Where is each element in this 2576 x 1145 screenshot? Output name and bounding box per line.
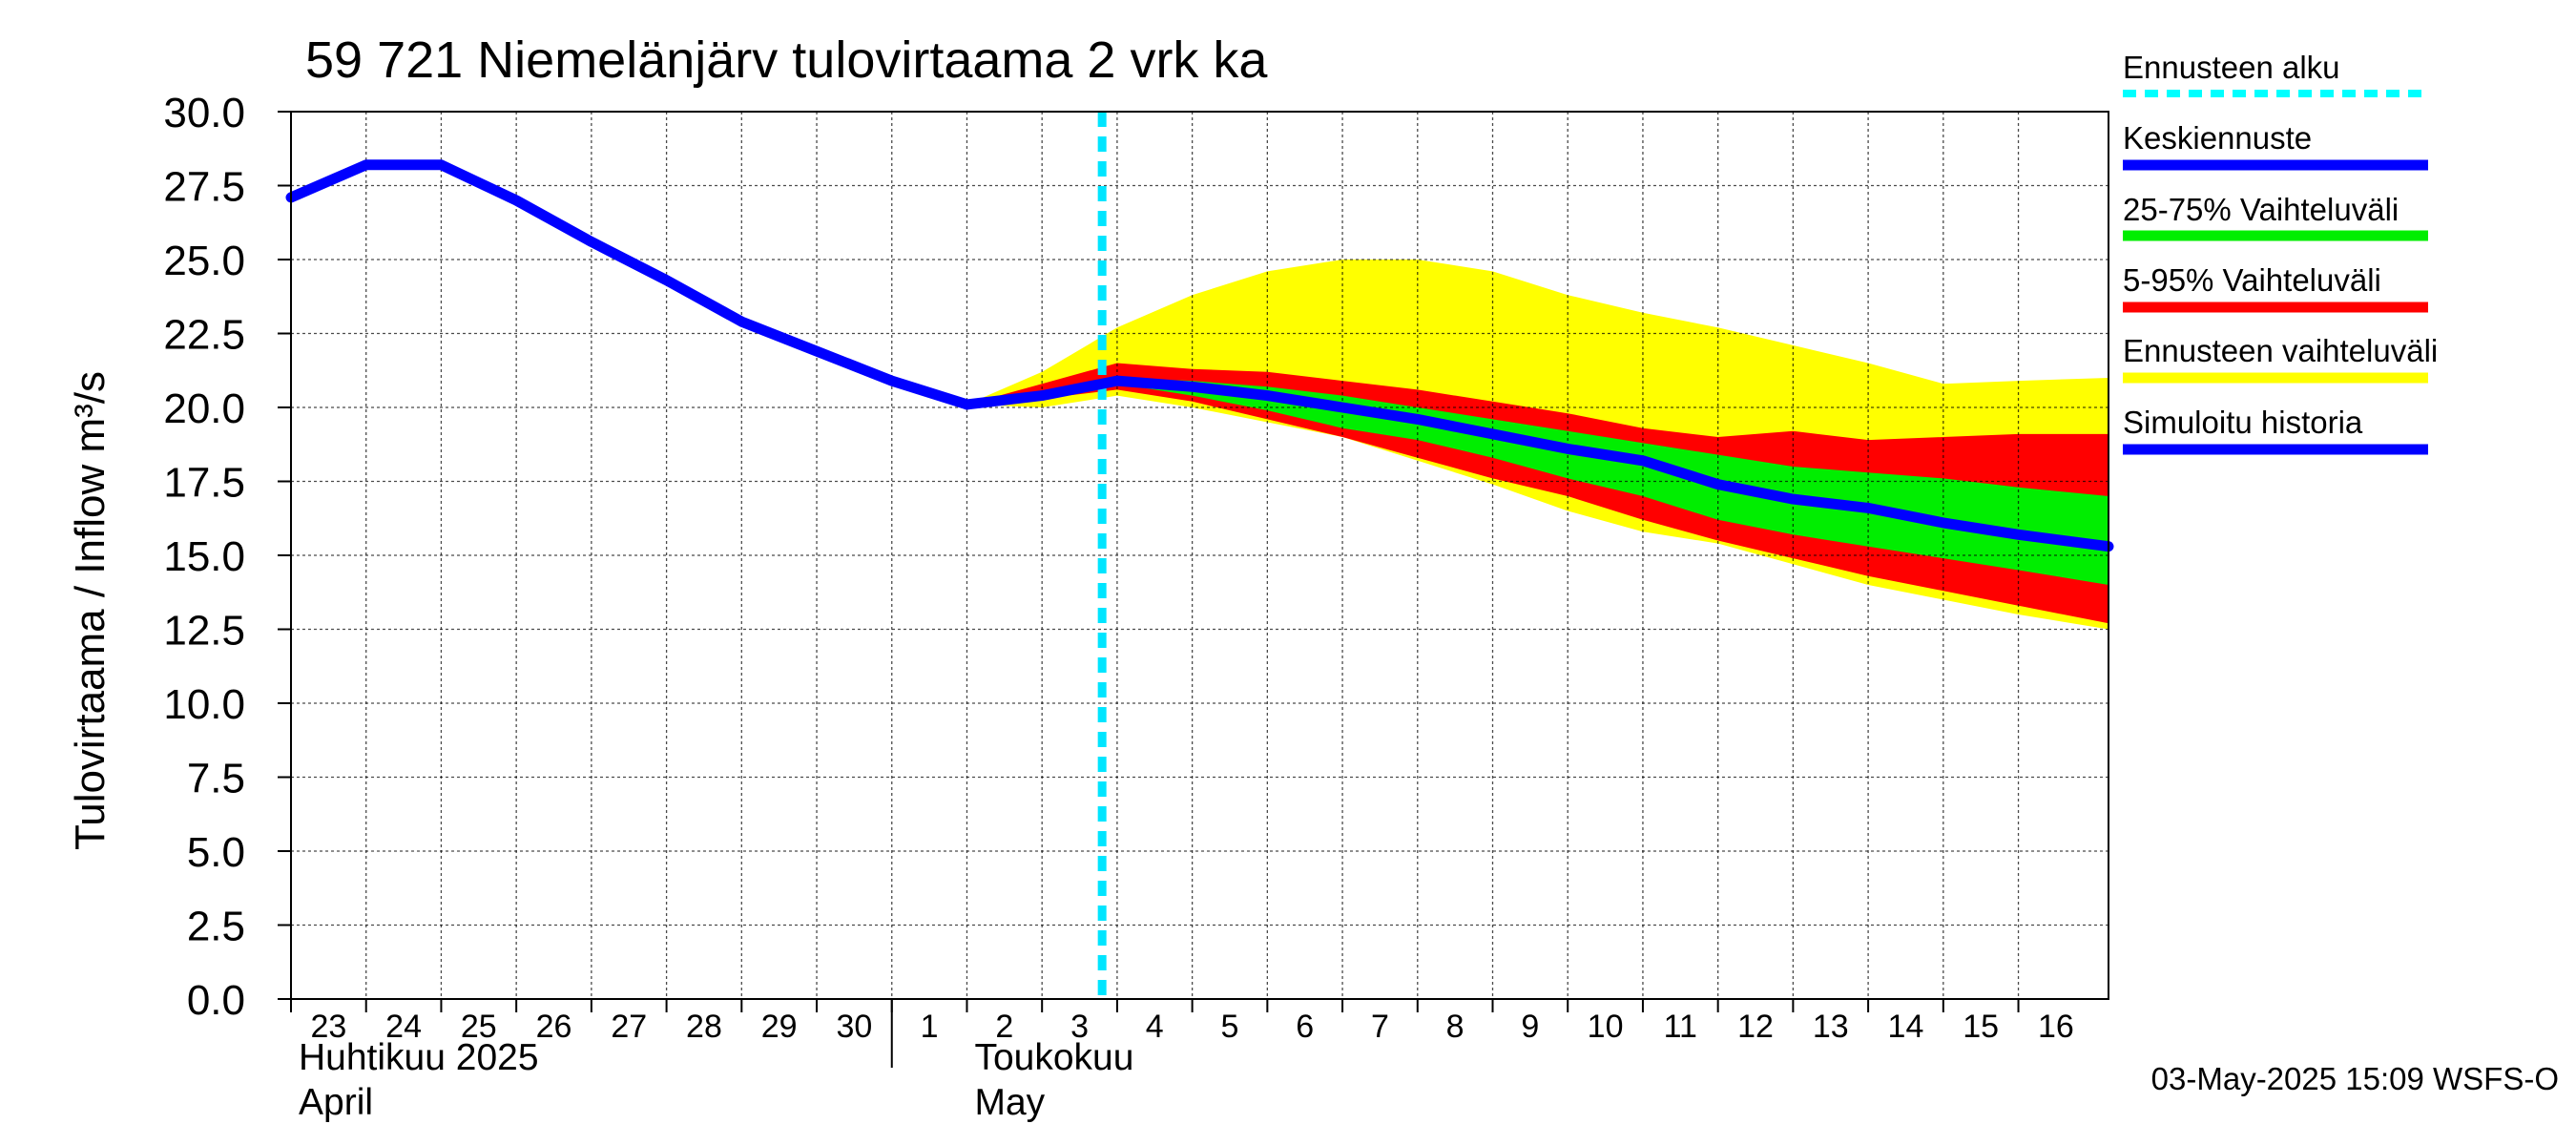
grid-lines bbox=[290, 111, 2109, 1000]
band-5-95-vaihteluv-li bbox=[966, 363, 2109, 624]
x-tick-label: 3 bbox=[1070, 1009, 1089, 1045]
month-label-en: May bbox=[974, 1081, 1046, 1123]
series-lines bbox=[285, 112, 2114, 999]
x-tick-label: 27 bbox=[611, 1009, 647, 1045]
x-tick-label: 13 bbox=[1813, 1009, 1849, 1045]
month-label-may: Toukokuu May bbox=[974, 1036, 1133, 1126]
x-tick-label: 9 bbox=[1521, 1009, 1539, 1045]
x-tick-label: 30 bbox=[836, 1009, 872, 1045]
y-tick-label: 30.0 bbox=[163, 90, 245, 136]
legend-forecast-start: Ennusteen alku bbox=[2123, 50, 2340, 85]
y-tick-label: 25.0 bbox=[163, 238, 245, 284]
y-tick-label: 20.0 bbox=[163, 385, 245, 432]
legend-swatches bbox=[2123, 90, 2428, 455]
legend-forecast-range: Ennusteen vaihteluväli bbox=[2123, 333, 2439, 368]
x-tick-label: 16 bbox=[2038, 1009, 2074, 1045]
series-keskiennuste bbox=[961, 375, 2114, 552]
y-tick-label: 22.5 bbox=[163, 312, 245, 359]
x-tick-label: 10 bbox=[1588, 1009, 1624, 1045]
y-tick-label: 7.5 bbox=[187, 756, 245, 802]
x-tick-label: 25 bbox=[461, 1009, 497, 1045]
x-tick-label: 2 bbox=[995, 1009, 1013, 1045]
x-tick-label: 11 bbox=[1664, 1009, 1697, 1045]
y-tick-label: 15.0 bbox=[163, 533, 245, 580]
series-simuloitu-historia bbox=[285, 159, 972, 410]
x-tick-label: 14 bbox=[1888, 1009, 1924, 1045]
x-tick-label: 12 bbox=[1737, 1009, 1774, 1045]
x-tick-label: 23 bbox=[310, 1009, 346, 1045]
x-tick-label: 1 bbox=[921, 1009, 939, 1045]
y-axis-label: Tulovirtaama / Inflow m³/s bbox=[67, 370, 114, 851]
month-label-april: Huhtikuu 2025 April bbox=[299, 1036, 539, 1126]
x-tick-label: 5 bbox=[1221, 1009, 1239, 1045]
x-tick-label: 8 bbox=[1446, 1009, 1465, 1045]
month-label-en: April bbox=[299, 1081, 374, 1123]
legend-mean-forecast: Keskiennuste bbox=[2123, 120, 2313, 156]
y-tick-label: 27.5 bbox=[163, 164, 245, 211]
x-tick-label: 28 bbox=[686, 1009, 722, 1045]
month-label-fi: Toukokuu bbox=[974, 1037, 1134, 1078]
x-axis-ticks: 23 24 25 26 27 28 29 30 1 2 3 4 5 6 7 8 9 10 11 12 13 14 15 16 bbox=[290, 999, 2074, 1068]
legend-simulated-history: Simuloitu historia bbox=[2123, 405, 2363, 440]
x-tick-label: 6 bbox=[1296, 1009, 1314, 1045]
y-axis-ticks: 0.0 2.5 5.0 7.5 10.0 12.5 15.0 17.5 20.0 22.5 25.0… bbox=[163, 90, 291, 1024]
x-tick-label: 26 bbox=[536, 1009, 572, 1045]
timestamp-footer: 03-May-2025 15:09 WSFS-O bbox=[2150, 1061, 2559, 1096]
legend-5-95: 5-95% Vaihteluväli bbox=[2123, 262, 2381, 298]
y-tick-label: 5.0 bbox=[187, 829, 245, 876]
x-tick-label: 24 bbox=[385, 1009, 422, 1045]
x-tick-label: 29 bbox=[761, 1009, 798, 1045]
y-tick-label: 17.5 bbox=[163, 460, 245, 507]
y-tick-label: 0.0 bbox=[187, 977, 245, 1024]
chart-title: 59 721 Niemelänjärv tulovirtaama 2 vrk k… bbox=[305, 31, 1268, 89]
y-tick-label: 2.5 bbox=[187, 904, 245, 950]
x-tick-label: 7 bbox=[1371, 1009, 1389, 1045]
month-label-fi: Huhtikuu 2025 bbox=[299, 1037, 539, 1078]
y-tick-label: 12.5 bbox=[163, 608, 245, 655]
x-tick-label: 15 bbox=[1963, 1009, 1999, 1045]
legend-25-75: 25-75% Vaihteluväli bbox=[2123, 192, 2399, 227]
y-tick-label: 10.0 bbox=[163, 681, 245, 728]
x-tick-label: 4 bbox=[1146, 1009, 1164, 1045]
band-25-75-vaihteluv-li bbox=[966, 378, 2109, 585]
